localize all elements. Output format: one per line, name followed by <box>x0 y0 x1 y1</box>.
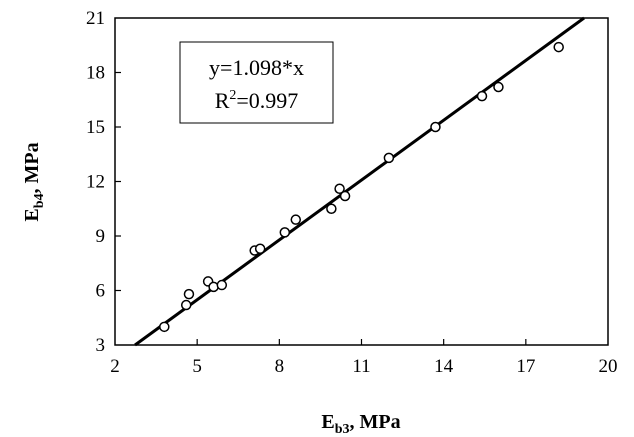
data-point <box>279 227 291 238</box>
y-tick-labels: 3 6 9 12 15 18 21 <box>86 8 105 356</box>
data-point <box>493 81 504 93</box>
data-point <box>290 214 302 225</box>
data-point <box>476 90 488 102</box>
y-tick-label: 18 <box>86 63 105 84</box>
x-tick-label: 11 <box>352 356 370 377</box>
y-tick-label: 9 <box>96 226 106 247</box>
x-axis-title: Eb3, MPa <box>321 411 400 437</box>
x-tick-label: 5 <box>192 356 202 377</box>
data-point <box>430 121 441 133</box>
data-point <box>216 279 228 291</box>
data-point <box>183 288 195 300</box>
x-tick-label: 17 <box>516 356 535 377</box>
data-point <box>553 41 564 53</box>
x-tick-label: 20 <box>599 356 618 377</box>
equation-box <box>179 41 334 124</box>
data-point <box>180 299 192 311</box>
data-point <box>326 203 337 214</box>
r-squared-text: R2=0.997 <box>215 88 299 113</box>
y-tick-label: 21 <box>86 8 105 29</box>
data-points <box>159 41 564 333</box>
data-point <box>334 183 345 195</box>
data-point <box>339 190 351 202</box>
y-tick-label: 15 <box>86 117 105 138</box>
x-tick-label: 8 <box>275 356 285 377</box>
data-point <box>159 321 170 333</box>
y-tick-label: 6 <box>96 281 106 302</box>
equation-text: y=1.098*x <box>209 55 304 80</box>
x-tick-label: 14 <box>434 356 454 377</box>
y-tick-label: 12 <box>86 172 105 193</box>
equation-annotation: y=1.098*x R2=0.997 <box>179 41 334 124</box>
tick-marks <box>115 71 527 345</box>
y-tick-label: 3 <box>96 335 106 356</box>
data-point <box>383 152 395 164</box>
x-tick-label: 2 <box>110 356 120 377</box>
y-axis-title: Eb4, MPa <box>21 142 47 221</box>
data-point <box>254 243 266 254</box>
x-tick-labels: 2 5 8 11 14 17 20 <box>110 356 617 377</box>
